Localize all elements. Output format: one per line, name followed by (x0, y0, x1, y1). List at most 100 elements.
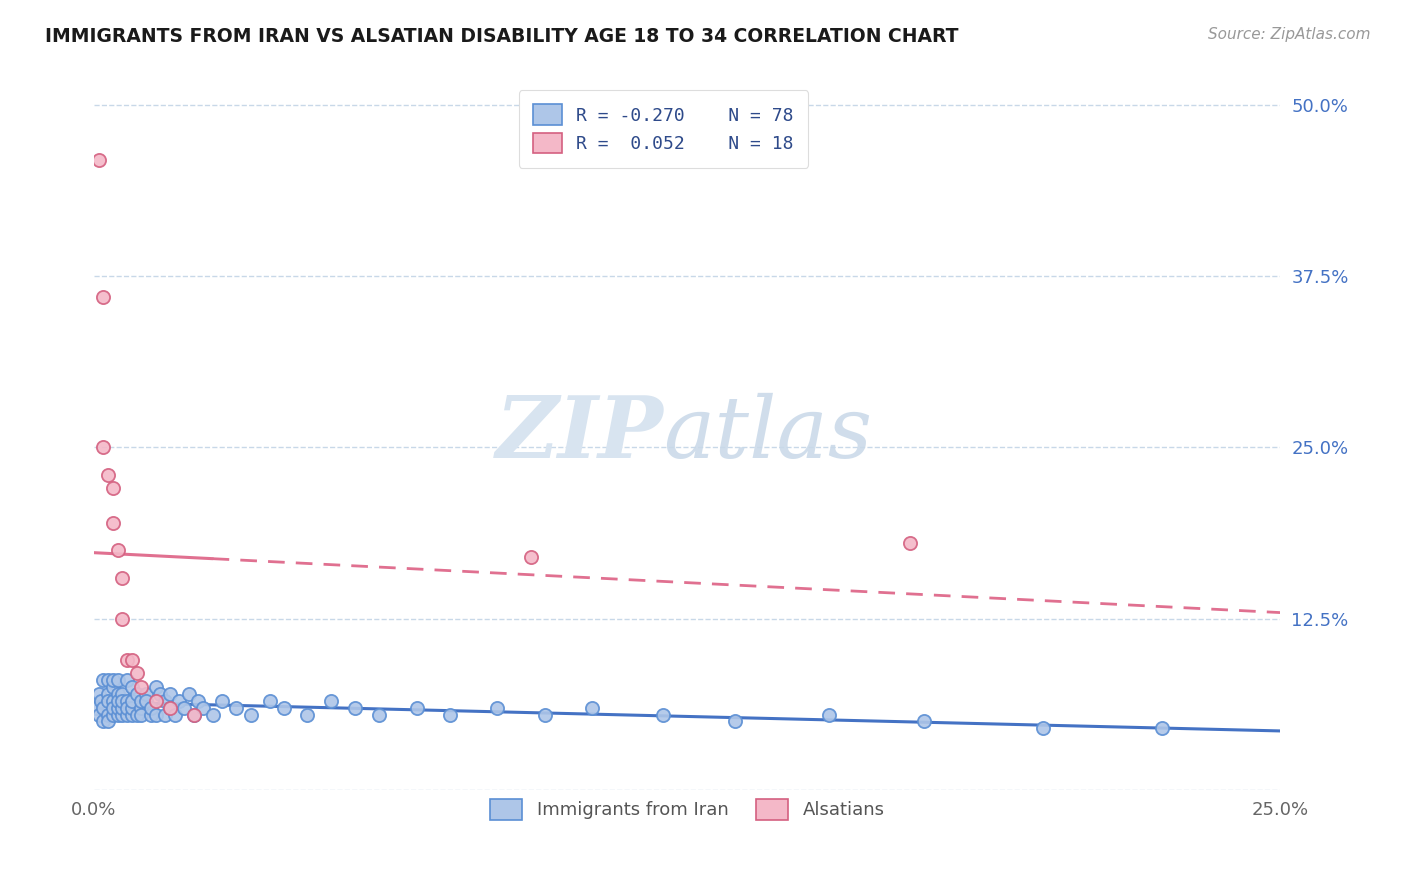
Point (125, 707, 148, 722)
Point (93, 673, 115, 688)
Point (405, 700, 427, 714)
Point (273, 700, 295, 714)
Point (225, 700, 247, 714)
Point (153, 694, 176, 708)
Point (1032, 721, 1054, 735)
Point (115, 694, 138, 708)
Point (211, 694, 233, 708)
Point (107, 700, 129, 714)
Point (111, 612, 134, 626)
Point (121, 700, 143, 714)
Point (163, 707, 186, 722)
Point (239, 707, 262, 722)
Point (898, 536, 921, 550)
Point (297, 707, 319, 722)
Point (191, 700, 214, 714)
Point (115, 673, 138, 688)
Point (1150, 721, 1173, 735)
Point (159, 700, 181, 714)
Point (131, 680, 153, 694)
Point (187, 694, 209, 708)
Point (145, 694, 167, 708)
Point (343, 700, 366, 714)
Point (87, 153, 110, 167)
Point (121, 680, 143, 694)
Point (97, 687, 120, 701)
Point (93, 714, 115, 729)
Point (115, 653, 138, 667)
Point (111, 707, 134, 722)
Point (87, 687, 110, 701)
Point (84, 700, 107, 714)
Point (97, 694, 120, 708)
Point (93, 290, 115, 304)
Point (139, 707, 162, 722)
Point (153, 707, 176, 722)
Point (259, 694, 281, 708)
Point (101, 680, 124, 694)
Point (145, 680, 167, 694)
Point (533, 707, 555, 722)
Point (97, 673, 120, 688)
Point (145, 707, 167, 722)
Point (101, 700, 124, 714)
Point (519, 549, 541, 564)
Point (90, 694, 112, 708)
Point (97, 467, 120, 482)
Point (159, 700, 181, 714)
Text: atlas: atlas (664, 392, 873, 475)
Point (201, 707, 224, 722)
Point (135, 687, 157, 701)
Point (125, 666, 148, 681)
Point (121, 707, 143, 722)
Point (101, 707, 124, 722)
Point (321, 694, 343, 708)
Point (101, 482, 124, 496)
Text: ZIP: ZIP (495, 392, 664, 475)
Point (131, 694, 153, 708)
Point (818, 707, 841, 722)
Point (111, 687, 134, 701)
Point (107, 673, 129, 688)
Point (183, 707, 205, 722)
Point (131, 707, 153, 722)
Point (87, 707, 110, 722)
Point (97, 707, 120, 722)
Point (107, 687, 129, 701)
Point (169, 694, 191, 708)
Point (111, 700, 134, 714)
Point (159, 687, 181, 701)
Point (131, 700, 153, 714)
Point (93, 441, 115, 455)
Point (125, 687, 148, 701)
Point (177, 687, 200, 701)
Point (652, 707, 675, 722)
Point (107, 707, 129, 722)
Text: IMMIGRANTS FROM IRAN VS ALSATIAN DISABILITY AGE 18 TO 34 CORRELATION CHART: IMMIGRANTS FROM IRAN VS ALSATIAN DISABIL… (45, 27, 959, 45)
Point (115, 707, 138, 722)
Point (101, 673, 124, 688)
Point (121, 694, 143, 708)
Text: Source: ZipAtlas.com: Source: ZipAtlas.com (1208, 27, 1371, 42)
Point (97, 714, 120, 729)
Point (149, 687, 172, 701)
Legend: Immigrants from Iran, Alsatians: Immigrants from Iran, Alsatians (475, 785, 898, 834)
Point (111, 570, 134, 584)
Point (173, 700, 195, 714)
Point (912, 714, 935, 729)
Point (101, 516, 124, 530)
Point (107, 543, 129, 558)
Point (486, 700, 509, 714)
Point (723, 714, 745, 729)
Point (367, 707, 389, 722)
Point (135, 694, 157, 708)
Point (115, 700, 138, 714)
Point (101, 694, 124, 708)
Point (139, 700, 162, 714)
Point (93, 700, 115, 714)
Point (183, 707, 205, 722)
Point (439, 707, 461, 722)
Point (121, 653, 143, 667)
Point (581, 700, 603, 714)
Point (111, 694, 134, 708)
